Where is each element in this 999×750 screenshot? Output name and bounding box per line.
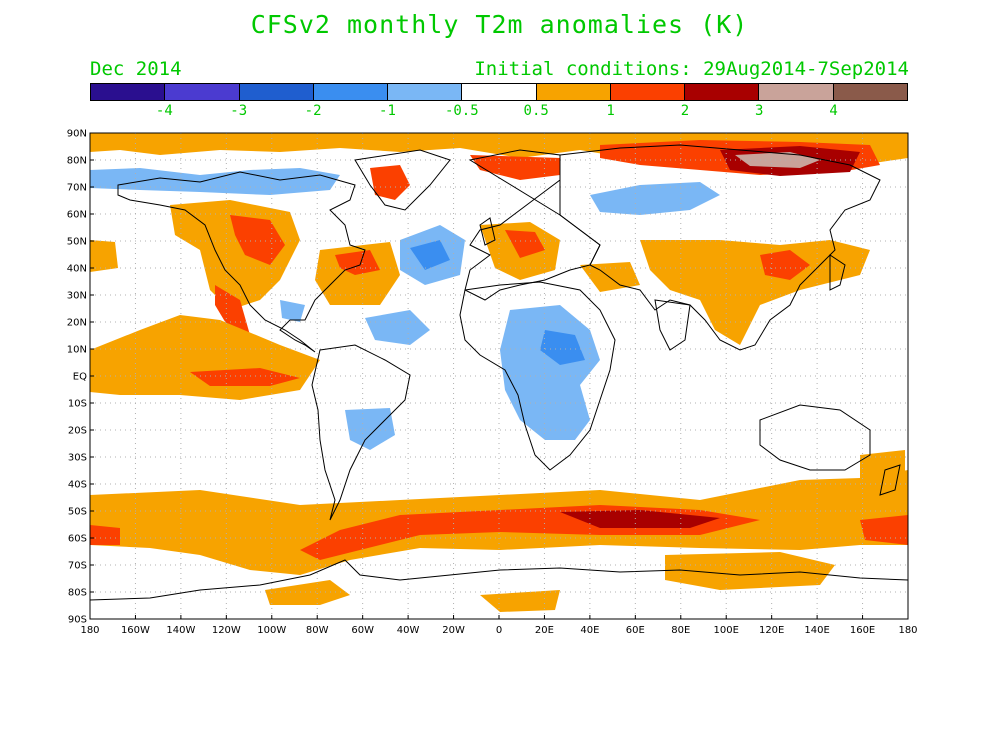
colorbar-label: -4 [155,103,173,119]
colorbar [90,83,908,101]
hot-california [215,285,250,335]
lat-tick-label: 30N [67,291,87,302]
lon-tick-label: 20E [535,625,554,636]
lat-tick-label: 30S [68,453,87,464]
very-hot-siberia [735,152,820,168]
lat-tick-label: 70N [67,183,87,194]
colorbar-swatch-2 [239,84,314,100]
cool-north-atlantic-core [410,240,450,270]
lon-tick-label: 20W [442,625,465,636]
cool-mexico [280,300,305,322]
map-title: CFSv2 monthly T2m anomalies (K) [250,10,749,39]
lon-tick-label: 140E [804,625,829,636]
lat-tick-label: 90S [68,615,87,626]
lon-tick-label: 0 [496,625,502,636]
lat-tick-label: 10S [68,399,87,410]
lon-tick-label: 40W [397,625,420,636]
warm-antarctic-east [665,552,835,590]
warm-weddell [480,590,560,612]
lat-tick-label: 40S [68,480,87,491]
colorbar-swatch-1 [165,84,240,100]
initial-conditions: Initial conditions: 29Aug2014-7Sep2014 [474,58,909,80]
lat-tick-label: 80N [67,156,87,167]
lat-tick-label: EQ [73,372,87,383]
hot-west-na [230,215,285,265]
colorbar-label: -1 [379,103,396,119]
colorbar-label: 1 [606,103,615,119]
very-hot-southern-ocean [560,510,720,528]
lat-tick-label: 20N [67,318,87,329]
colorbar-label: 2 [680,103,690,119]
coastlines [90,144,908,601]
cool-tropical-atlantic [365,310,430,345]
cool-arctic-canada [90,168,340,195]
lon-tick-label: 120W [212,625,241,636]
anomaly-shading [90,133,908,612]
colorbar-swatch-9 [759,84,834,100]
hot-se-pacific [90,525,120,545]
cool-north-russia [590,182,720,215]
colorbar-label: 4 [829,103,838,119]
warm-central-asia [640,240,870,345]
lon-tick-label: 80W [306,625,329,636]
colorbar-label: -2 [304,103,322,119]
warm-greenland [370,165,410,200]
lat-tick-label: 20S [68,426,87,437]
colorbar-swatch-0 [91,84,166,100]
warm-south-pacific [860,450,905,500]
hot-east-asia [760,250,810,280]
dotted-grid [90,133,908,619]
lat-tick-label: 50N [67,237,87,248]
colorbar-label: -3 [230,103,248,119]
lon-tick-label: 40E [580,625,599,636]
lon-tick-label: 180 [898,625,917,636]
colorbar-label: 0.5 [523,103,549,119]
colorbar-label: -0.5 [444,103,479,119]
colorbar-swatch-3 [313,84,389,100]
warm-scandinavia [470,155,560,180]
latitude-labels: 90N 80N 70N 60N 50N 40N 30N 20N 10N EQ 10S 20S 30S 40… [67,129,94,626]
lon-tick-label: 100W [257,625,286,636]
lon-tick-label: 160E [850,625,875,636]
hot-equatorial-pacific [190,368,300,386]
lat-tick-label: 60S [68,534,87,545]
colorbar-swatch-5 [462,84,537,100]
hot-europe [505,230,545,258]
lon-tick-label: 140W [166,625,195,636]
lon-tick-label: 160W [121,625,150,636]
colorbar-swatch-6 [536,84,611,100]
colorbar-swatch-7 [610,84,686,100]
warm-na-east-pacific [90,240,118,272]
cool-south-america [345,408,395,450]
longitude-labels: 180 160W 140W 120W 100W 80W 60W 40W 20W 0 20E 40E 60… [80,615,918,636]
lon-tick-label: 60W [351,625,374,636]
lat-tick-label: 90N [67,129,87,140]
lat-tick-label: 40N [67,264,87,275]
colorbar-swatch-10 [833,84,907,100]
lon-tick-label: 60E [626,625,645,636]
colorbar-swatch-4 [388,84,463,100]
lon-tick-label: 180 [80,625,99,636]
cool-africa-core [540,330,585,365]
lat-tick-label: 80S [68,588,87,599]
warm-antarctic-west [265,580,350,605]
forecast-month: Dec 2014 [90,58,182,80]
colorbar-labels: -4 -3 -2 -1 -0.5 0.5 1 2 3 4 [90,103,908,121]
lat-tick-label: 70S [68,561,87,572]
lat-tick-label: 10N [67,345,87,356]
lat-tick-label: 50S [68,507,87,518]
lat-tick-label: 60N [67,210,87,221]
lon-tick-label: 120E [759,625,784,636]
colorbar-label: 3 [755,103,764,119]
lon-tick-label: 100E [714,625,739,636]
hot-east-us [335,250,380,275]
colorbar-swatch-8 [685,84,760,100]
lon-tick-label: 80E [671,625,690,636]
